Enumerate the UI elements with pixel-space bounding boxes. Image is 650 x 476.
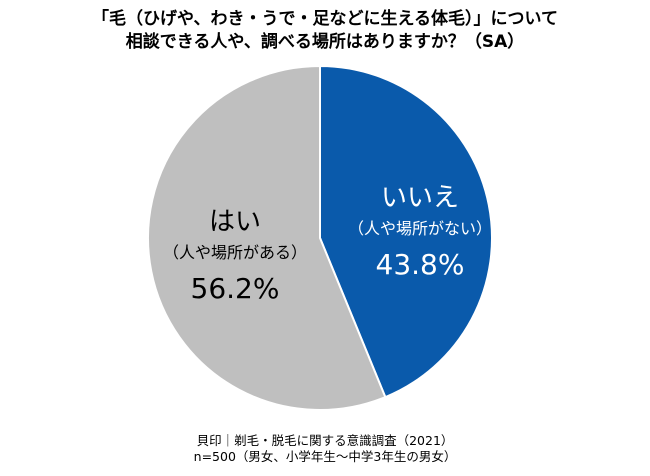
slice-value-label-1: 43.8% — [376, 248, 465, 281]
slice-note-label-2: （人や場所がある） — [163, 243, 307, 262]
slice-value-label-2: 56.2% — [191, 272, 280, 305]
source-note: 貝印｜剃毛・脱毛に関する意識調査（2021） — [196, 433, 454, 448]
pie-slice-1 — [319, 64, 493, 399]
pie-slice-2 — [147, 64, 387, 411]
sample-note: n=500（男女、小学年生～中学3年生の男女） — [193, 449, 457, 464]
slice-name-label-2: はい — [209, 207, 261, 237]
slice-name-label-1: いいえ — [381, 183, 459, 213]
slice-note-label-1: （人や場所がない） — [348, 219, 492, 238]
chart-title: 「毛（ひげや、わき・うで・足などに生える体毛）」について — [92, 9, 558, 29]
chart-subtitle: 相談できる人や、調べる場所はありますか？（SA） — [125, 32, 525, 52]
